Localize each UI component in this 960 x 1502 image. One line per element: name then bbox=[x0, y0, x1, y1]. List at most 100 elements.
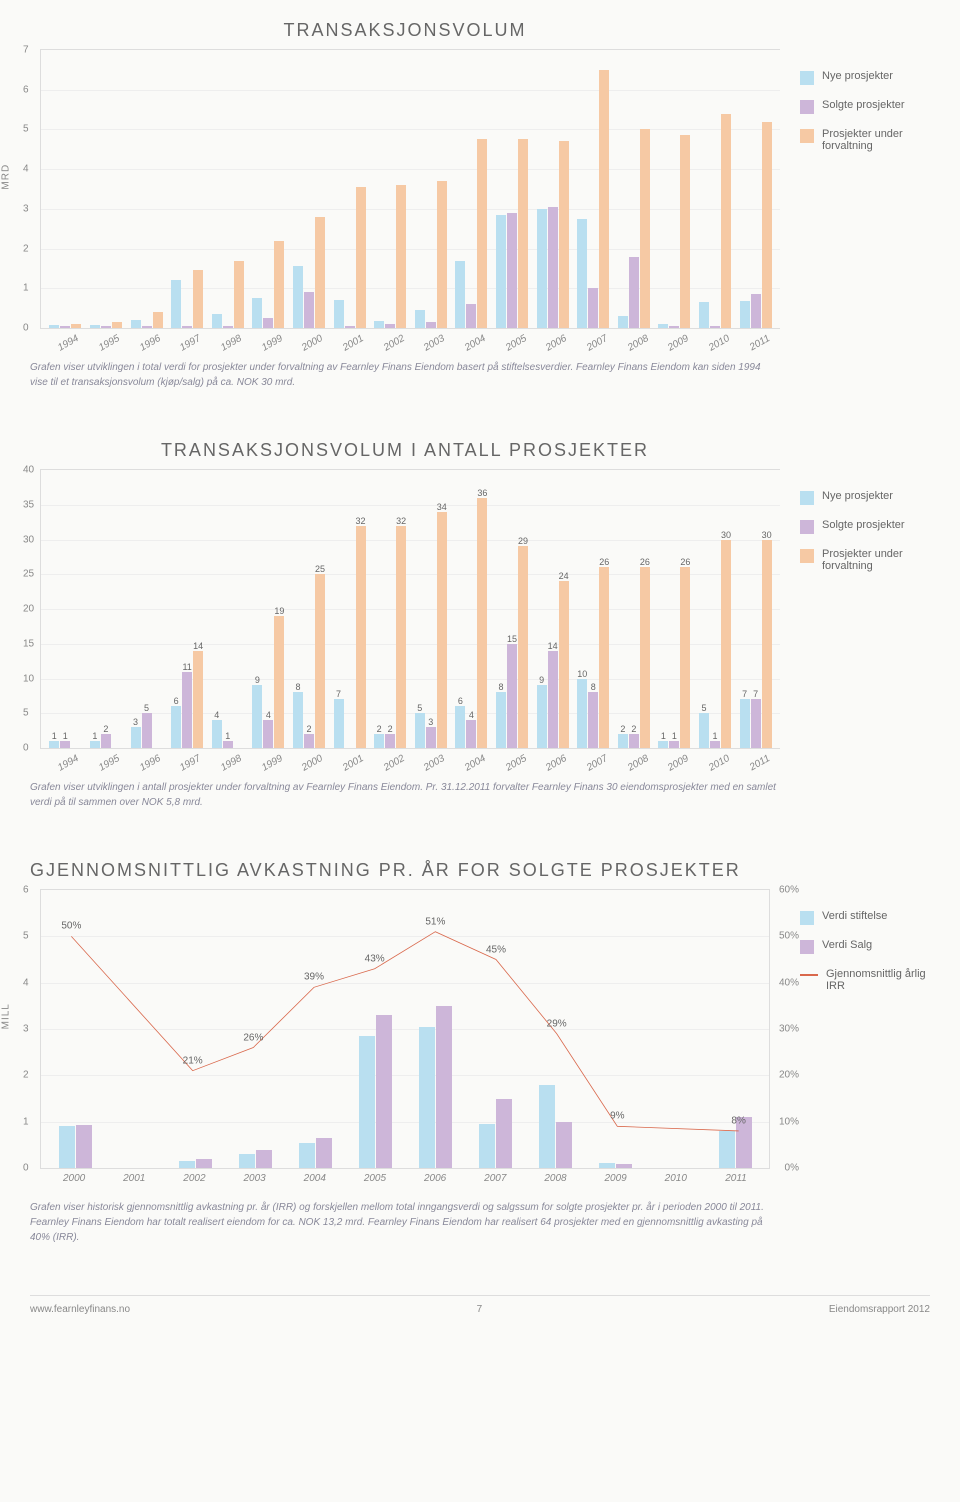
chart1-caption: Grafen viser utviklingen i total verdi f… bbox=[30, 360, 780, 390]
page-footer: www.fearnleyfinans.no 7 Eiendomsrapport … bbox=[30, 1295, 930, 1315]
legend-swatch-solgte bbox=[800, 520, 814, 534]
legend-line-irr bbox=[800, 974, 818, 976]
bar bbox=[212, 314, 222, 328]
bar-group bbox=[573, 50, 614, 328]
bar bbox=[315, 217, 325, 328]
bar bbox=[496, 215, 506, 328]
bar bbox=[345, 326, 355, 328]
bar bbox=[71, 324, 81, 328]
chart2-title: TRANSAKSJONSVOLUM I ANTALL PROSJEKTER bbox=[30, 440, 780, 461]
bar bbox=[751, 294, 761, 328]
bar bbox=[507, 213, 517, 328]
bar-group bbox=[45, 50, 86, 328]
bar bbox=[721, 114, 731, 328]
bar bbox=[274, 241, 284, 328]
bar bbox=[49, 325, 59, 328]
bar bbox=[762, 122, 772, 329]
bar-group bbox=[329, 50, 370, 328]
legend-swatch-nye bbox=[800, 71, 814, 85]
chart1-legend: Nye prosjekter Solgte prosjekter Prosjek… bbox=[780, 20, 930, 390]
bar bbox=[193, 270, 203, 328]
chart2-x-axis: 1994199519961997199819992000200120022003… bbox=[40, 749, 780, 764]
bar-group bbox=[451, 50, 492, 328]
bar-group bbox=[654, 50, 695, 328]
bar-group bbox=[410, 50, 451, 328]
bar-group bbox=[492, 50, 533, 328]
bar bbox=[171, 280, 181, 328]
bar bbox=[234, 261, 244, 329]
bar bbox=[90, 325, 100, 328]
bar bbox=[588, 288, 598, 328]
chart1-y-label: MRD bbox=[1, 163, 12, 189]
chart1-title: TRANSAKSJONSVOLUM bbox=[30, 20, 780, 41]
bar-group bbox=[167, 50, 208, 328]
bar bbox=[153, 312, 163, 328]
bar-group bbox=[248, 50, 289, 328]
chart3-caption: Grafen viser historisk gjennomsnittlig a… bbox=[30, 1200, 780, 1245]
chart3-section: GJENNOMSNITTLIG AVKASTNING PR. ÅR FOR SO… bbox=[30, 860, 930, 1245]
chart3-x-axis: 2000200120022003200420052006200720082009… bbox=[40, 1169, 770, 1184]
bar bbox=[293, 266, 303, 328]
chart1-x-axis: 1994199519961997199819992000200120022003… bbox=[40, 329, 780, 344]
bar bbox=[415, 310, 425, 328]
bar bbox=[263, 318, 273, 328]
legend-swatch-stiftelse bbox=[800, 911, 814, 925]
legend-swatch-salg bbox=[800, 940, 814, 954]
chart2-plot: 0510152025303540111235611144194198225732… bbox=[40, 469, 780, 749]
legend-swatch-forv bbox=[800, 549, 814, 563]
bar bbox=[437, 181, 447, 328]
bar bbox=[60, 326, 70, 328]
bar bbox=[518, 139, 528, 328]
bar bbox=[112, 322, 122, 328]
bar bbox=[101, 326, 111, 328]
bar bbox=[142, 326, 152, 328]
bar bbox=[334, 300, 344, 328]
chart1-plot: 01234567 bbox=[40, 49, 780, 329]
footer-doc: Eiendomsrapport 2012 bbox=[829, 1304, 930, 1315]
bar bbox=[252, 298, 262, 328]
chart3-y-label: MILL bbox=[1, 1003, 12, 1029]
chart2-section: TRANSAKSJONSVOLUM I ANTALL PROSJEKTER 05… bbox=[30, 440, 930, 810]
bar-group bbox=[289, 50, 330, 328]
bar bbox=[466, 304, 476, 328]
bar bbox=[356, 187, 366, 328]
footer-page: 7 bbox=[477, 1304, 483, 1315]
bar bbox=[680, 135, 690, 328]
bar bbox=[131, 320, 141, 328]
bar bbox=[740, 301, 750, 328]
chart1-section: TRANSAKSJONSVOLUM MRD 01234567 199419951… bbox=[30, 20, 930, 390]
bar bbox=[669, 326, 679, 328]
bar-group bbox=[207, 50, 248, 328]
bar bbox=[304, 292, 314, 328]
bar bbox=[618, 316, 628, 328]
bar-group bbox=[695, 50, 736, 328]
bar bbox=[658, 324, 668, 328]
bar-group bbox=[370, 50, 411, 328]
bar bbox=[182, 326, 192, 328]
bar bbox=[223, 326, 233, 328]
legend-swatch-forv bbox=[800, 129, 814, 143]
bar bbox=[455, 261, 465, 329]
bar-group bbox=[126, 50, 167, 328]
chart2-legend: Nye prosjekter Solgte prosjekter Prosjek… bbox=[780, 440, 930, 810]
bar bbox=[537, 209, 547, 328]
bar bbox=[385, 324, 395, 328]
legend-swatch-solgte bbox=[800, 100, 814, 114]
bar bbox=[374, 321, 384, 328]
chart3-plot: 01234560%10%20%30%40%50%60%50%21%26%39%4… bbox=[40, 889, 770, 1169]
bar bbox=[710, 326, 720, 328]
bar bbox=[699, 302, 709, 328]
legend-swatch-nye bbox=[800, 491, 814, 505]
bar-group bbox=[614, 50, 655, 328]
bar-group bbox=[86, 50, 127, 328]
bar bbox=[599, 70, 609, 328]
footer-url: www.fearnleyfinans.no bbox=[30, 1304, 130, 1315]
bar bbox=[559, 141, 569, 328]
chart3-legend: Verdi stiftelse Verdi Salg Gjennomsnittl… bbox=[780, 860, 930, 1245]
bar-group bbox=[735, 50, 776, 328]
bar bbox=[548, 207, 558, 328]
bar bbox=[640, 129, 650, 328]
bar bbox=[629, 257, 639, 328]
bar bbox=[426, 322, 436, 328]
chart3-title: GJENNOMSNITTLIG AVKASTNING PR. ÅR FOR SO… bbox=[30, 860, 780, 881]
